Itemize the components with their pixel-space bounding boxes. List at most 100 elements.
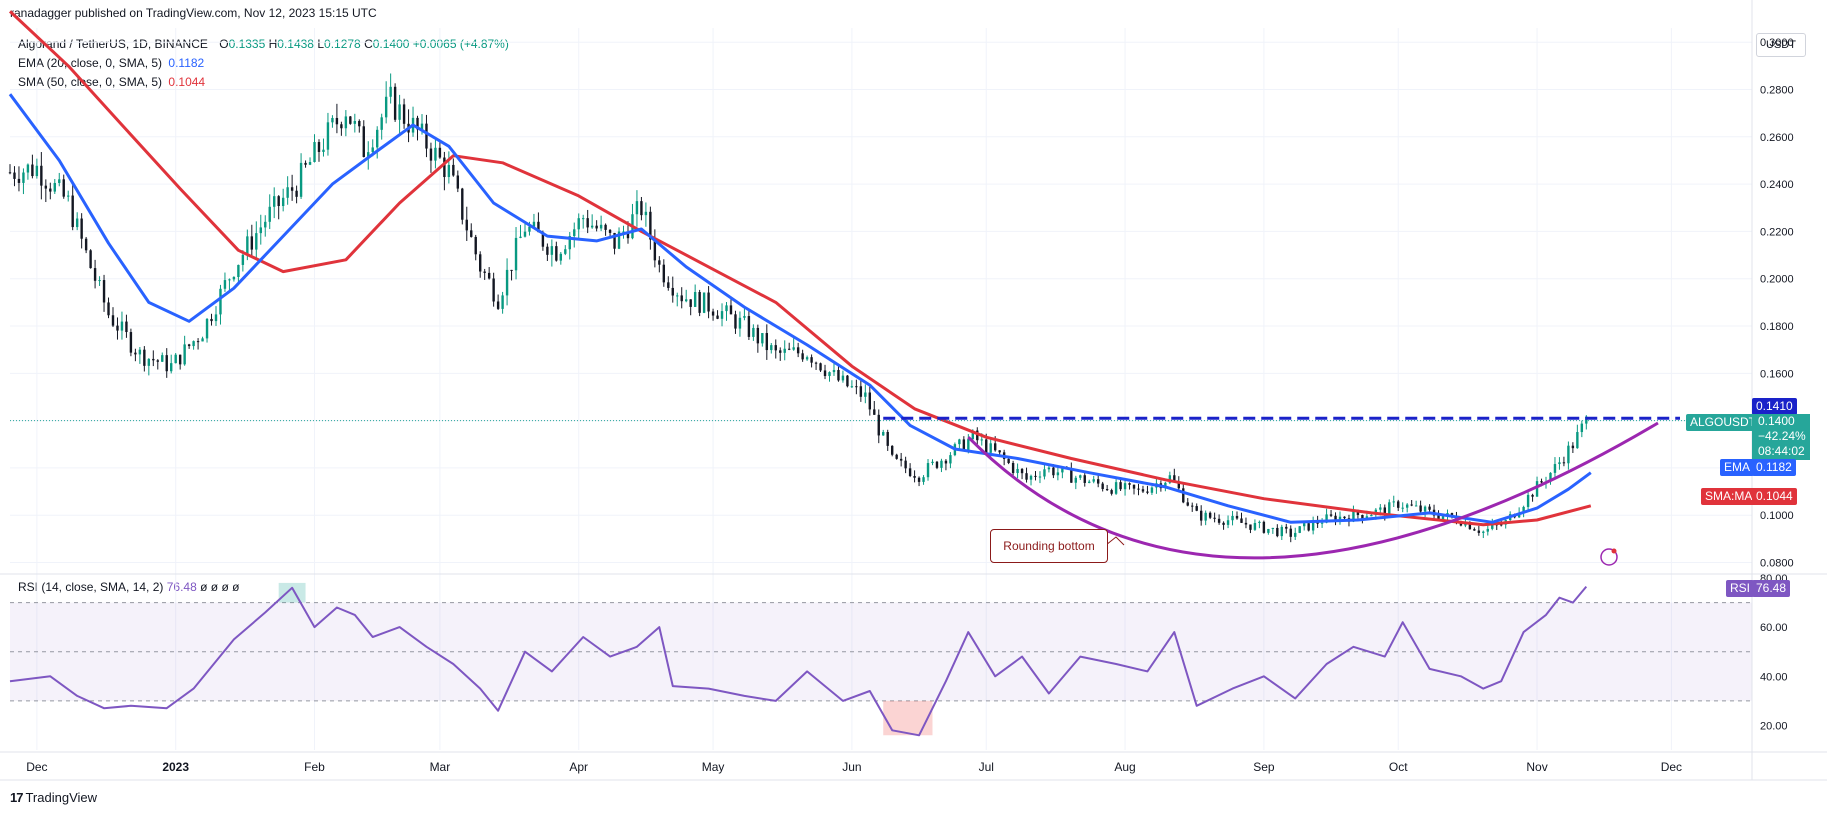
ema-tag: EMA bbox=[1720, 459, 1755, 476]
symbol-label[interactable]: Algorand / TetherUS, 1D, BINANCE bbox=[18, 37, 208, 51]
candle-body bbox=[384, 96, 388, 118]
candle-body bbox=[125, 321, 128, 333]
sma-legend-value: 0.1044 bbox=[168, 75, 206, 89]
ema-row[interactable]: EMA (20, close, 0, SMA, 5) 0.1182 bbox=[18, 54, 509, 73]
sma-row[interactable]: SMA (50, close, 0, SMA, 5) 0.1044 bbox=[18, 73, 509, 92]
candle-body bbox=[702, 292, 706, 313]
price-tick-label: 0.2800 bbox=[1760, 84, 1794, 96]
candle-body bbox=[931, 461, 934, 464]
candle-body bbox=[1522, 506, 1525, 513]
candle-body bbox=[993, 443, 997, 451]
rsi-legend[interactable]: RSI (14, close, SMA, 14, 2) 76.48 ø ø ø … bbox=[18, 580, 239, 594]
alert-icon bbox=[1600, 548, 1618, 566]
candle-body bbox=[904, 460, 907, 469]
rounding-bottom-callout[interactable]: Rounding bottom bbox=[990, 529, 1108, 563]
candle-body bbox=[353, 120, 357, 124]
candle-body bbox=[823, 370, 827, 377]
candle-body bbox=[555, 246, 558, 261]
candle-body bbox=[1343, 516, 1346, 519]
chart-legend: Algorand / TetherUS, 1D, BINANCE O0.1335… bbox=[18, 35, 509, 92]
candle-body bbox=[658, 260, 661, 265]
candle-body bbox=[868, 392, 872, 410]
candle-body bbox=[304, 162, 307, 165]
candle-body bbox=[1585, 416, 1588, 424]
candle-body bbox=[1441, 516, 1445, 520]
candle-body bbox=[434, 147, 437, 161]
candle-body bbox=[116, 325, 119, 331]
rsi-tick-label: 60.00 bbox=[1760, 622, 1788, 634]
candle-body bbox=[273, 196, 276, 207]
candle-body bbox=[922, 477, 925, 482]
candle-body bbox=[1392, 501, 1395, 503]
candle-body bbox=[792, 347, 795, 350]
candle-body bbox=[129, 332, 133, 353]
candle-body bbox=[779, 350, 782, 353]
candle-body bbox=[729, 305, 733, 315]
candle-body bbox=[1365, 516, 1369, 519]
candle-body bbox=[1110, 490, 1113, 494]
candle-body bbox=[1262, 521, 1266, 533]
candle-body bbox=[358, 120, 361, 127]
currency-button[interactable]: USDT bbox=[1756, 33, 1806, 57]
time-tick-label: Aug bbox=[1114, 760, 1135, 774]
candle-body bbox=[801, 353, 804, 360]
candle-body bbox=[837, 369, 840, 381]
price-tick-label: 0.1600 bbox=[1760, 368, 1794, 380]
price-tick-label: 0.1800 bbox=[1760, 321, 1794, 333]
candle-body bbox=[1096, 479, 1100, 484]
candle-body bbox=[582, 218, 585, 220]
candle-body bbox=[568, 236, 571, 250]
candle-body bbox=[586, 218, 589, 228]
candle-body bbox=[873, 409, 876, 415]
candle-body bbox=[255, 233, 258, 250]
candle-body bbox=[1423, 506, 1427, 512]
candle-body bbox=[689, 299, 692, 307]
sma-tag: SMA:MA bbox=[1701, 488, 1757, 505]
candle-body bbox=[1123, 483, 1127, 490]
candle-body bbox=[1168, 475, 1172, 483]
candle-body bbox=[496, 301, 500, 309]
low-label: L bbox=[317, 37, 325, 51]
candle-body bbox=[653, 239, 657, 261]
candle-body bbox=[367, 152, 370, 157]
candle-body bbox=[1034, 475, 1037, 477]
candle-body bbox=[1526, 494, 1530, 507]
candle-body bbox=[67, 195, 70, 197]
candle-body bbox=[62, 179, 65, 197]
candle-body bbox=[1294, 532, 1297, 537]
candle-body bbox=[599, 224, 603, 229]
candle-body bbox=[685, 299, 688, 302]
candle-body bbox=[228, 279, 231, 281]
candle-body bbox=[667, 282, 670, 288]
candle-body bbox=[1370, 514, 1373, 517]
candle-body bbox=[528, 226, 531, 232]
candle-body bbox=[1105, 489, 1109, 491]
tradingview-footer[interactable]: 17 TradingView bbox=[10, 790, 97, 805]
candle-body bbox=[720, 311, 724, 319]
candle-body bbox=[93, 268, 97, 281]
candle-body bbox=[738, 317, 742, 329]
candle-body bbox=[671, 287, 674, 296]
rsi-tick-label: 40.00 bbox=[1760, 671, 1788, 683]
candle-body bbox=[662, 264, 666, 283]
candle-body bbox=[971, 430, 975, 440]
candle-body bbox=[716, 315, 719, 319]
candle-body bbox=[429, 148, 433, 161]
candle-body bbox=[362, 126, 365, 157]
rounding-bottom-curve bbox=[967, 421, 1659, 560]
time-tick-label: Dec bbox=[1661, 760, 1682, 774]
time-tick-label: 2023 bbox=[162, 760, 189, 774]
candle-body bbox=[53, 182, 56, 192]
candle-body bbox=[604, 224, 607, 230]
candle-body bbox=[1204, 512, 1207, 521]
candle-body bbox=[1567, 445, 1570, 464]
candle-body bbox=[174, 354, 177, 364]
sma-price-label: 0.1044 bbox=[1752, 488, 1797, 505]
candle-body bbox=[461, 188, 464, 220]
time-tick-label: Jun bbox=[842, 760, 861, 774]
candle-body bbox=[940, 460, 943, 468]
candle-body bbox=[505, 269, 509, 296]
candle-body bbox=[1213, 517, 1216, 519]
rsi-tick-label: 20.00 bbox=[1760, 720, 1788, 732]
